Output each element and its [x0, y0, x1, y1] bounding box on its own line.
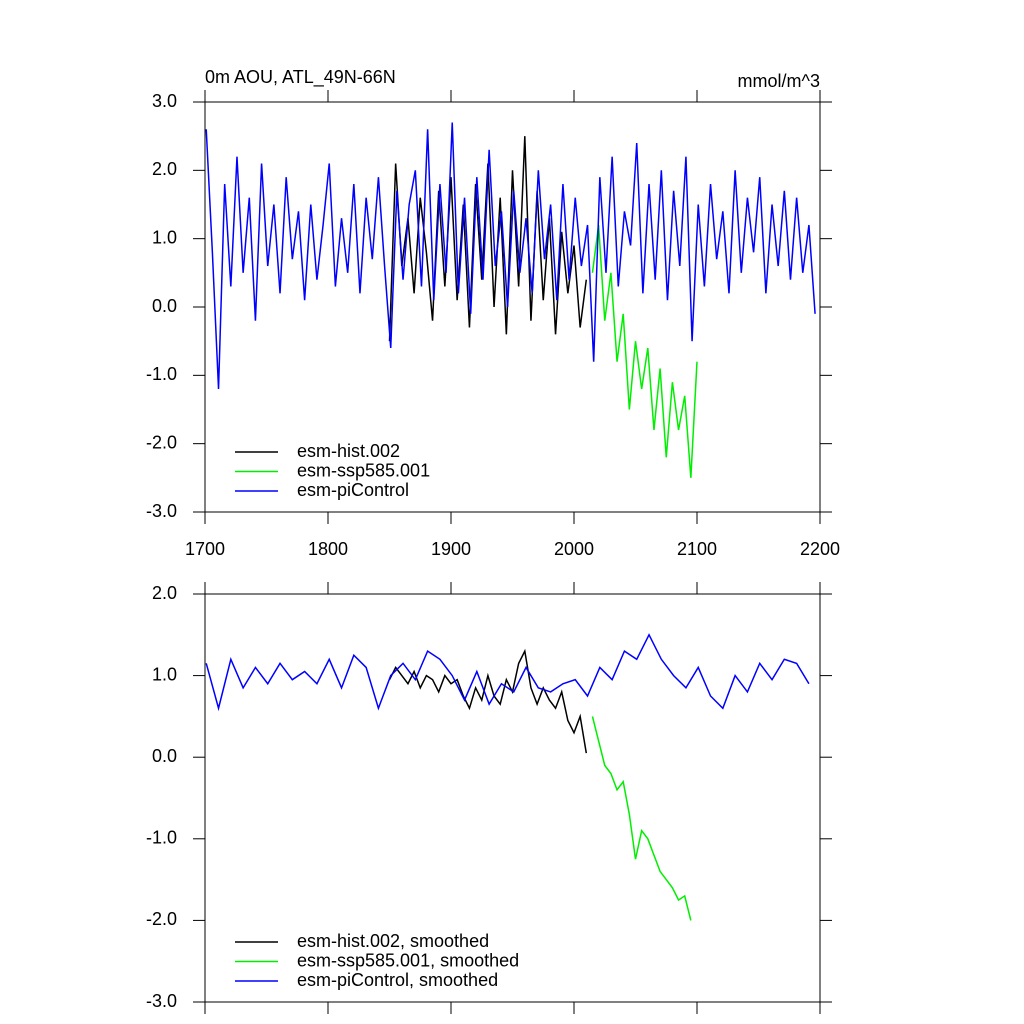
legend-label: esm-ssp585.001 [297, 460, 430, 480]
y-tick-label: -3.0 [146, 991, 177, 1011]
legend-label: esm-piControl [297, 480, 409, 500]
legend-label: esm-hist.002 [297, 441, 400, 461]
y-tick-label: 0.0 [152, 296, 177, 316]
y-tick-label: 1.0 [152, 227, 177, 247]
x-tick-label: 2100 [677, 539, 717, 559]
x-tick-label: 1800 [308, 539, 348, 559]
x-tick-label: 1700 [185, 539, 225, 559]
x-tick-label: 2200 [800, 539, 840, 559]
y-tick-label: -1.0 [146, 364, 177, 384]
chart-title: 0m AOU, ATL_49N-66N [205, 67, 396, 88]
x-tick-label: 2000 [554, 539, 594, 559]
data-line [591, 716, 692, 921]
y-tick-label: 0.0 [152, 746, 177, 766]
units-label: mmol/m^3 [738, 71, 820, 91]
legend-label: esm-piControl, smoothed [297, 970, 498, 990]
legend-label: esm-ssp585.001, smoothed [297, 950, 519, 970]
y-tick-label: -2.0 [146, 432, 177, 452]
y-tick-label: 3.0 [152, 91, 177, 111]
plot-frame [204, 593, 821, 1003]
y-tick-label: 2.0 [152, 583, 177, 603]
y-tick-label: 2.0 [152, 159, 177, 179]
data-line [205, 122, 816, 390]
legend-label: esm-hist.002, smoothed [297, 931, 489, 951]
data-line [205, 633, 810, 712]
y-tick-label: -2.0 [146, 909, 177, 929]
data-line [388, 648, 588, 754]
y-tick-label: -3.0 [146, 501, 177, 521]
data-line [591, 224, 698, 478]
x-tick-label: 1900 [431, 539, 471, 559]
y-tick-label: 1.0 [152, 664, 177, 684]
y-tick-label: -1.0 [146, 828, 177, 848]
